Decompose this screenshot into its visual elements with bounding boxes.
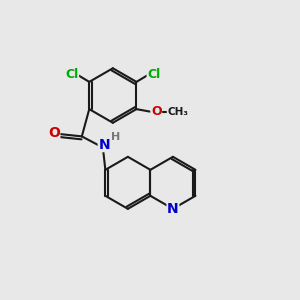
Text: N: N: [98, 138, 110, 152]
Text: H: H: [111, 132, 120, 142]
Text: N: N: [167, 202, 179, 216]
Text: Cl: Cl: [147, 68, 161, 81]
Text: O: O: [48, 126, 60, 140]
Text: Cl: Cl: [65, 68, 79, 81]
Text: O: O: [151, 105, 162, 118]
Text: CH₃: CH₃: [167, 106, 188, 117]
